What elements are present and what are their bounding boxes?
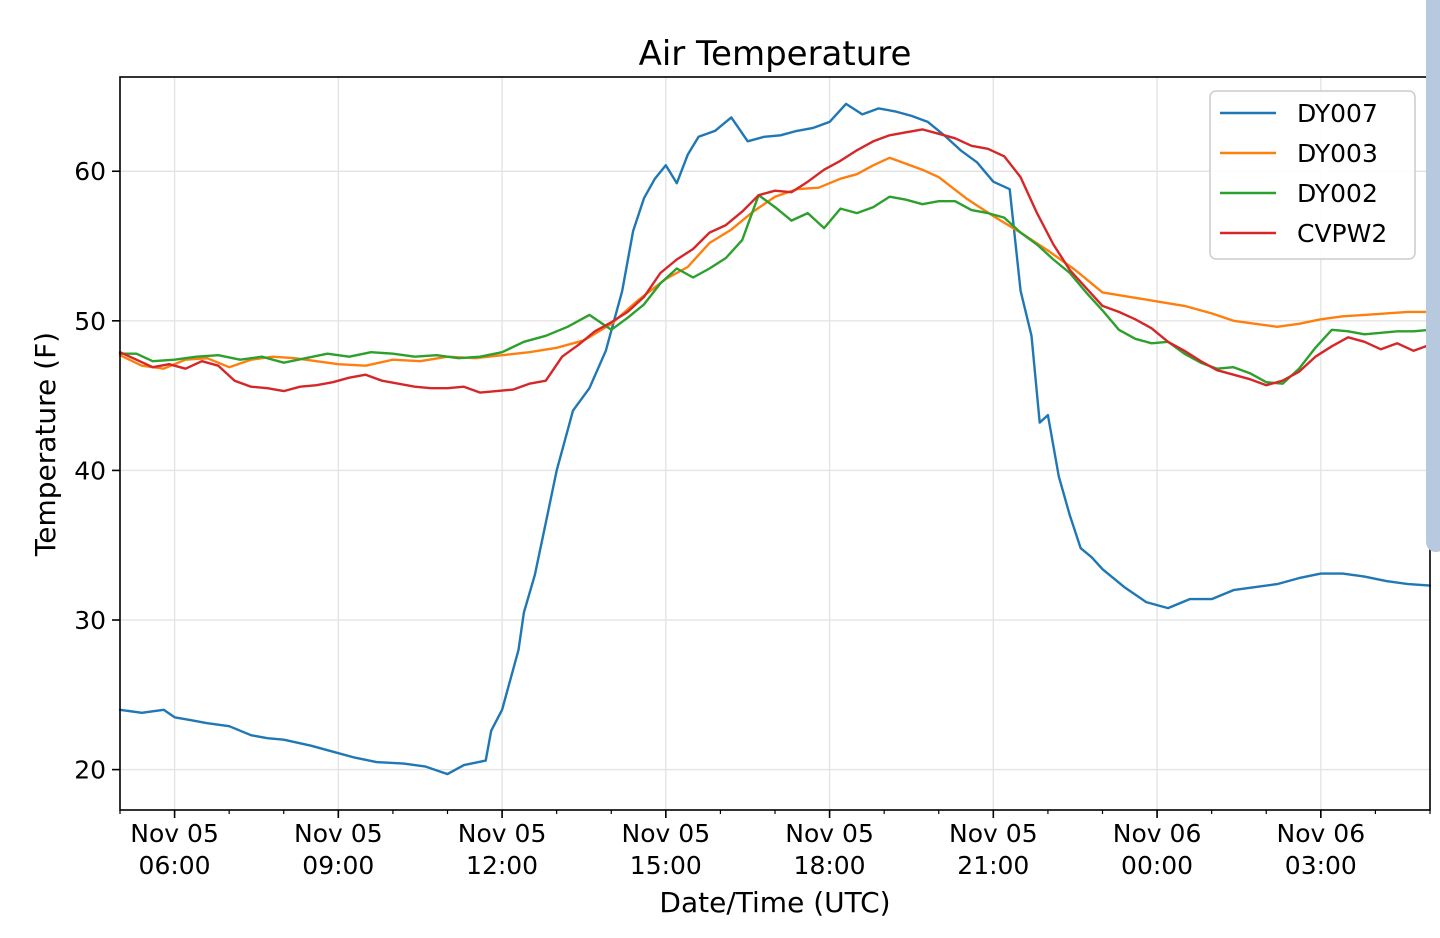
x-tick-label-date: Nov 05 [622, 819, 711, 848]
x-axis-label: Date/Time (UTC) [659, 886, 890, 919]
grid [120, 77, 1430, 810]
series-line-dy002 [118, 193, 1432, 385]
series-line-cvpw2 [118, 128, 1432, 394]
x-tick-label-time: 09:00 [302, 851, 374, 880]
chart-title: Air Temperature [639, 34, 912, 74]
x-tick-label-time: 06:00 [139, 851, 211, 880]
axis-ticks: 20 30 40 50 60 Nov 05 06:00 Nov 05 09:00 Nov 05 12… [74, 157, 1431, 880]
legend-label-dy007: DY007 [1297, 99, 1378, 128]
y-tick-label: 40 [74, 456, 106, 485]
x-tick-label-time: 15:00 [630, 851, 702, 880]
x-tick-label-date: Nov 06 [1277, 819, 1366, 848]
x-tick-label-time: 12:00 [466, 851, 538, 880]
x-tick-label-date: Nov 05 [785, 819, 874, 848]
y-axis-label: Temperature (F) [29, 332, 62, 557]
legend-label-dy003: DY003 [1297, 139, 1378, 168]
legend-label-cvpw2: CVPW2 [1297, 219, 1387, 248]
series-line-dy007 [118, 102, 1432, 776]
legend: DY007 DY003 DY002 CVPW2 [1209, 90, 1416, 260]
x-tick-label-date: Nov 05 [130, 819, 219, 848]
series-lines [118, 102, 1432, 776]
scrollbar-thumb[interactable] [1426, 0, 1440, 552]
x-tick-label-date: Nov 05 [949, 819, 1038, 848]
x-tick-label-time: 18:00 [794, 851, 866, 880]
y-tick-label: 60 [74, 157, 106, 186]
x-tick-label-time: 21:00 [957, 851, 1029, 880]
y-tick-label: 50 [74, 307, 106, 336]
legend-label-dy002: DY002 [1297, 179, 1378, 208]
x-tick-label-date: Nov 05 [458, 819, 547, 848]
y-tick-label: 20 [74, 756, 106, 785]
x-tick-label-time: 00:00 [1121, 851, 1193, 880]
x-tick-label-date: Nov 05 [294, 819, 383, 848]
y-tick-label: 30 [74, 606, 106, 635]
x-tick-label-time: 03:00 [1285, 851, 1357, 880]
x-tick-label-date: Nov 06 [1113, 819, 1202, 848]
legend-box [1209, 90, 1416, 260]
